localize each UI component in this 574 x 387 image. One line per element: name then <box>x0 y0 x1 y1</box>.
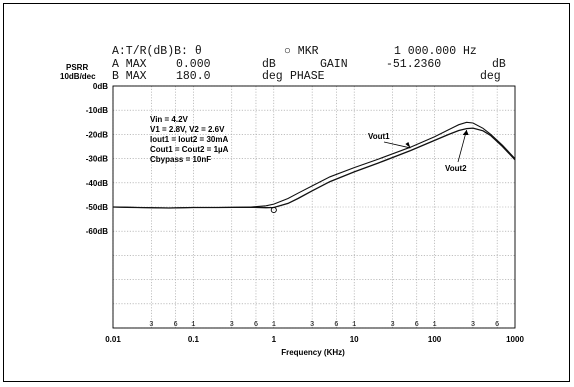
minor-tick-label: 3 <box>390 321 394 329</box>
x-tick-label: 1 <box>272 335 277 344</box>
minor-tick-labels: 3 6 1 3 6 1 3 6 1 3 6 1 3 6 <box>149 321 499 329</box>
x-tick-label: 1000 <box>506 335 524 344</box>
minor-tick-label: 1 <box>272 321 276 329</box>
figure-frame <box>3 3 570 382</box>
series-label-leaders <box>383 129 469 163</box>
minor-tick-label: 6 <box>334 321 338 329</box>
y-tick-label: -50dB <box>86 203 108 212</box>
condition-line: V1 = 2.8V, V2 = 2.6V <box>150 125 225 134</box>
header-b-value: 180.0 <box>176 70 211 83</box>
minor-tick-label: 6 <box>495 321 499 329</box>
condition-line: Cout1 = Cout2 = 1µA <box>150 145 229 154</box>
x-tick-label: 100 <box>428 335 442 344</box>
header-a-unit: dB <box>262 58 276 71</box>
header-marker-frequency: 1 000.000 Hz <box>394 45 477 58</box>
minor-tick-label: 1 <box>352 321 356 329</box>
y-tick-label: -20dB <box>86 130 108 139</box>
series-line-vout2 <box>112 127 516 209</box>
header-a-label: GAIN <box>320 58 348 71</box>
minor-tick-label: 6 <box>173 321 177 329</box>
minor-tick-label: 3 <box>310 321 314 329</box>
x-tick-label: 10 <box>350 335 359 344</box>
minor-tick-label: 1 <box>191 321 195 329</box>
x-tick-label: 0.01 <box>105 335 121 344</box>
minor-tick-label: 6 <box>254 321 258 329</box>
x-axis-title: Frequency (KHz) <box>281 348 345 357</box>
y-tick-label: 0dB <box>93 82 108 91</box>
leader-arrow-vout2 <box>462 130 469 136</box>
series-lines <box>112 121 516 214</box>
minor-tick-label: 3 <box>149 321 153 329</box>
x-tick-label: 0.1 <box>188 335 200 344</box>
header-channel-setup: A:T/R(dB)B: θ <box>112 45 202 58</box>
series-label-vout2: Vout2 <box>445 164 467 173</box>
series-label-vout1: Vout1 <box>368 132 390 141</box>
header-b-unit: deg <box>262 70 283 83</box>
y-tick-labels: 0dB -10dB -20dB -30dB -40dB -50dB -60dB <box>86 82 108 236</box>
minor-tick-label: 3 <box>230 321 234 329</box>
marker-point <box>270 206 277 214</box>
header-b-prefix: B MAX <box>112 70 147 83</box>
leader-line-vout2 <box>457 129 467 163</box>
y-axis-scale: 10dB/dec <box>60 72 96 81</box>
y-tick-label: -10dB <box>86 106 108 115</box>
minor-tick-label: 6 <box>415 321 419 329</box>
condition-line: Cbypass = 10nF <box>150 155 211 164</box>
condition-line: Vin = 4.2V <box>150 115 189 124</box>
header-marker-label: ○ MKR <box>284 45 319 58</box>
minor-tick-label: 1 <box>432 321 436 329</box>
condition-line: Iout1 = Iout2 = 30mA <box>150 135 228 144</box>
y-tick-label: -60dB <box>86 227 108 236</box>
header-a-value: 0.000 <box>176 58 211 71</box>
leader-line-vout1 <box>383 141 411 149</box>
y-tick-label: -30dB <box>86 155 108 164</box>
leader-arrow-vout1 <box>405 141 411 148</box>
header-marker-reading: -51.2360 <box>386 58 441 71</box>
y-tick-label: -40dB <box>86 179 108 188</box>
minor-tick-label: 3 <box>471 321 475 329</box>
header-a-reading-unit: dB <box>492 58 506 71</box>
x-tick-labels: 0.01 0.1 1 10 100 1000 <box>105 335 524 344</box>
y-axis-title: PSRR <box>66 63 88 72</box>
header-b-label: PHASE <box>290 70 325 83</box>
header-a-prefix: A MAX <box>112 58 147 71</box>
header-b-reading-unit: deg <box>480 70 501 83</box>
